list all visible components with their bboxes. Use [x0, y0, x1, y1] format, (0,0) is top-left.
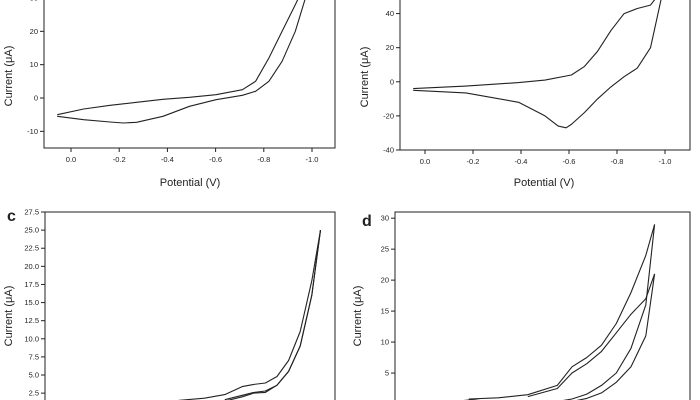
y-tick-label: 25 [381, 245, 389, 254]
panel-label: c [7, 208, 16, 225]
x-tick-label: -0.6 [209, 155, 222, 164]
y-tick-label: 20 [386, 43, 394, 52]
series-line-c-3 [224, 230, 322, 400]
plot-frame-a [43, 0, 336, 149]
x-tick-label: -1.0 [659, 157, 672, 166]
y-tick-label: 15 [381, 307, 389, 316]
x-axis-title: Potential (V) [160, 177, 221, 189]
y-tick-label: 17.5 [24, 280, 39, 289]
x-tick-label: 0.0 [66, 155, 76, 164]
y-tick-label: -10 [27, 127, 38, 136]
y-axis-title: Current (μA) [3, 286, 15, 347]
y-axis-title: Current (μA) [359, 47, 371, 108]
series-line-c-2 [227, 230, 322, 400]
y-tick-label: 40 [386, 9, 394, 18]
x-tick-label: -0.4 [161, 155, 174, 164]
x-tick-label: -0.4 [515, 157, 528, 166]
series-line-a-1 [57, 0, 299, 116]
y-tick-label: 10 [30, 60, 38, 69]
plot-frame-d [394, 211, 691, 400]
series-line-b-1 [413, 0, 656, 90]
y-tick-label: 20 [381, 276, 389, 285]
series-line-d-4 [576, 273, 656, 400]
x-axis-title: Potential (V) [514, 177, 575, 189]
panel-label: d [362, 213, 372, 230]
x-tick-label: -0.8 [257, 155, 270, 164]
y-tick-label: 10 [381, 338, 389, 347]
y-tick-label: 0 [390, 77, 394, 86]
y-tick-label: 0 [34, 94, 38, 103]
x-tick-label: -0.2 [113, 155, 126, 164]
y-tick-label: 30 [30, 0, 38, 3]
y-tick-label: 15.0 [24, 298, 39, 307]
y-axis-title: Current (μA) [352, 286, 364, 347]
series-line-b-2 [413, 0, 662, 129]
y-tick-label: 30 [381, 214, 389, 223]
y-tick-label: 2.5 [29, 389, 39, 398]
x-tick-label: -1.0 [306, 155, 319, 164]
y-tick-label: -20 [383, 111, 394, 120]
series-line-d-2 [562, 224, 656, 400]
x-tick-label: -0.2 [467, 157, 480, 166]
y-tick-label: 27.5 [24, 208, 39, 217]
y-tick-label: 20.0 [24, 262, 39, 271]
plot-frame-c [44, 211, 336, 400]
x-tick-label: 0.0 [420, 157, 430, 166]
y-tick-label: 12.5 [24, 316, 39, 325]
series-line-c-1 [178, 230, 322, 400]
y-axis-title: Current (μA) [3, 46, 15, 107]
series-line-d-1 [468, 224, 656, 400]
y-tick-label: 20 [30, 27, 38, 36]
x-tick-label: -0.8 [611, 157, 624, 166]
y-tick-label: 22.5 [24, 244, 39, 253]
plot-frame-b [399, 0, 691, 151]
series-line-d-3 [527, 273, 656, 398]
x-tick-label: -0.6 [563, 157, 576, 166]
y-tick-label: 5 [385, 369, 389, 378]
y-tick-label: 25.0 [24, 226, 39, 235]
y-tick-label: 10.0 [24, 334, 39, 343]
series-line-a-2 [57, 0, 306, 124]
y-tick-label: -40 [383, 146, 394, 155]
y-tick-label: 7.5 [29, 352, 39, 361]
y-tick-label: 5.0 [29, 371, 39, 380]
